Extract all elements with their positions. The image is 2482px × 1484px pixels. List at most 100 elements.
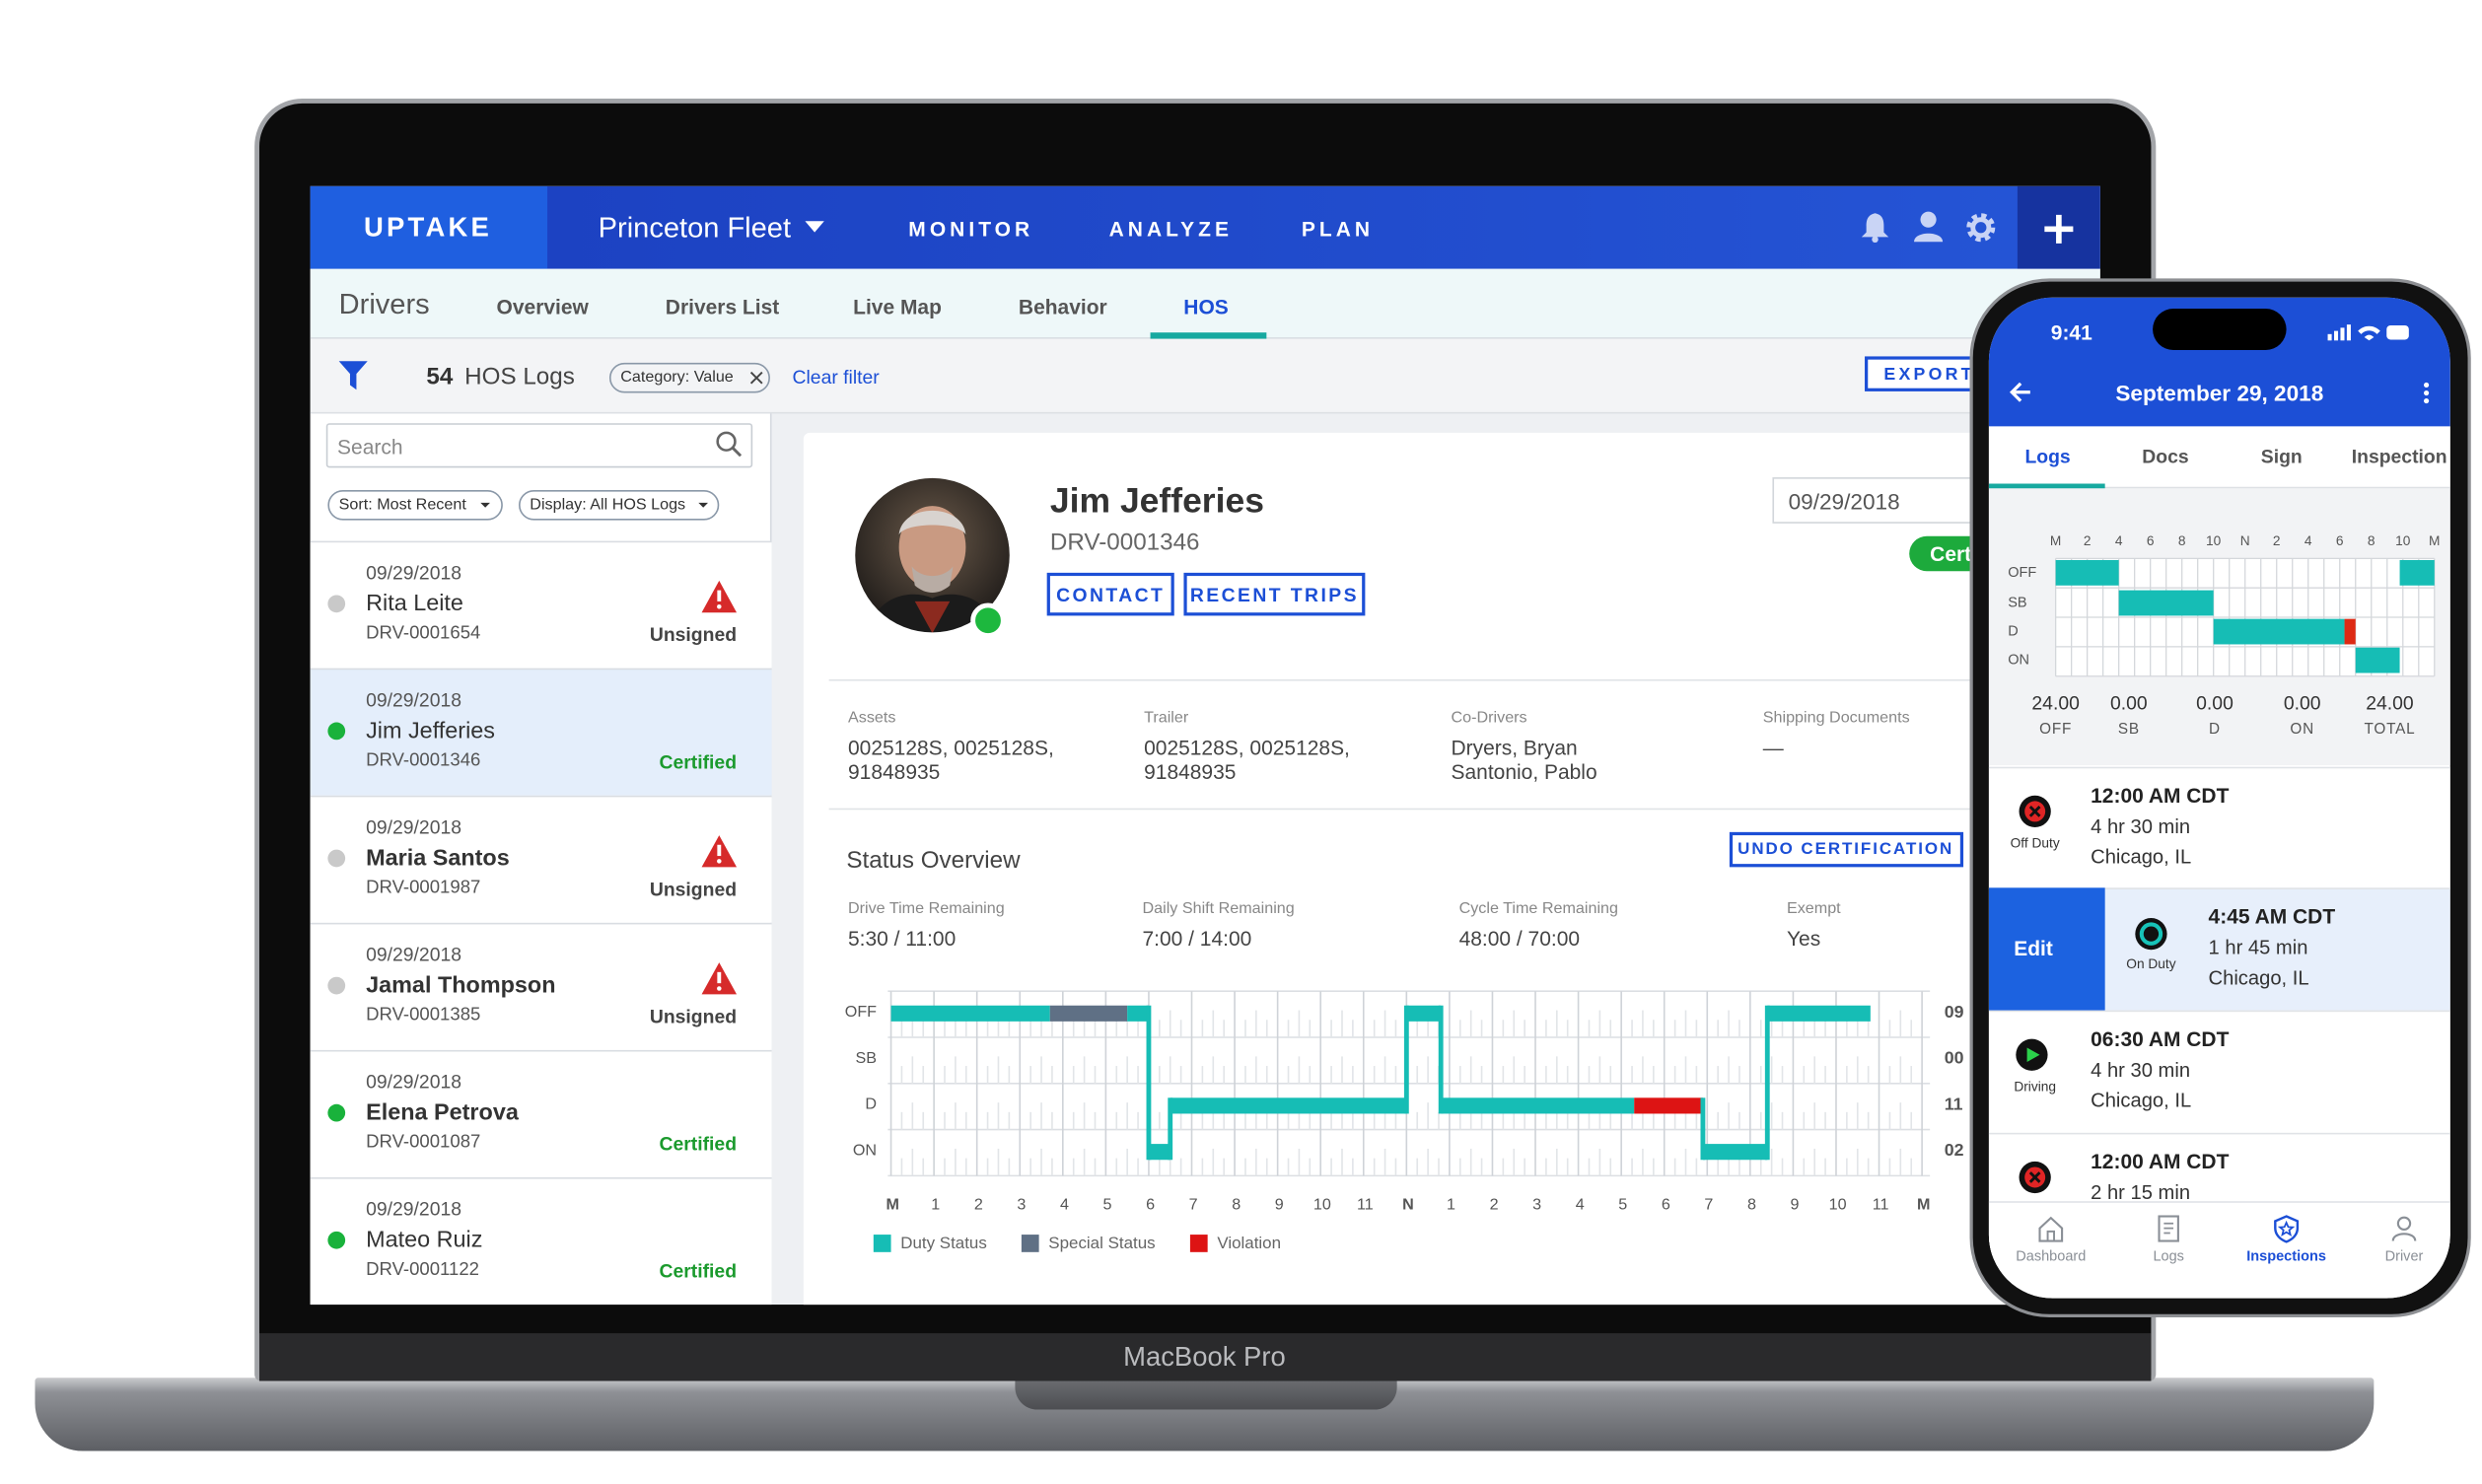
phone-tab[interactable]: Docs <box>2142 445 2189 468</box>
fleet-selector[interactable]: Princeton Fleet <box>598 211 792 244</box>
sub-nav-tab[interactable]: Drivers List <box>665 295 780 319</box>
log-item[interactable] <box>310 668 772 796</box>
search-box <box>325 423 753 468</box>
chart-row-label: SB <box>2008 594 2027 610</box>
log-date: 09/29/2018 <box>366 561 462 585</box>
chart-hour-label: 5 <box>1618 1196 1628 1215</box>
nav-item[interactable]: ANALYZE <box>1108 217 1233 242</box>
display-text[interactable]: Display: All HOS Logs <box>530 496 686 515</box>
on-duty-icon <box>2135 917 2167 951</box>
dynamic-island <box>2153 309 2287 350</box>
log-date: 09/29/2018 <box>366 815 462 839</box>
log-count-label: HOS Logs <box>464 363 575 391</box>
chart-row-total: 02 <box>1944 1141 1964 1162</box>
status-icons <box>2327 324 2409 341</box>
total-value: 0.00 <box>2196 691 2234 715</box>
online-indicator <box>970 602 1006 639</box>
clear-filter[interactable]: Clear filter <box>792 366 880 389</box>
caret <box>698 502 709 508</box>
event-time: 06:30 AM CDT <box>2091 1026 2230 1051</box>
chart-hour-label: M <box>1916 1196 1931 1215</box>
log-id: DRV-0001346 <box>366 750 481 771</box>
total-value: 0.00 <box>2283 691 2321 715</box>
log-item[interactable] <box>310 1176 772 1306</box>
chart-hour-label: 6 <box>1661 1196 1670 1215</box>
legend-swatch <box>1189 1235 1208 1252</box>
edit-action[interactable]: Edit <box>2014 936 2053 960</box>
sub-nav-tab[interactable]: Live Map <box>853 295 942 319</box>
bottom-nav-item[interactable]: Driver <box>2384 1247 2424 1264</box>
bottom-nav-item[interactable]: Logs <box>2153 1247 2184 1264</box>
chart-hour-label: 6 <box>1146 1196 1156 1215</box>
undo-button[interactable] <box>1729 831 1964 868</box>
log-name: Mateo Ruiz <box>366 1228 483 1254</box>
phone-tab[interactable]: Sign <box>2260 445 2303 468</box>
duty-segment <box>1767 1005 1871 1022</box>
log-item[interactable] <box>310 540 772 669</box>
sort-text[interactable]: Sort: Most Recent <box>338 496 466 515</box>
duty-segment <box>1049 1005 1128 1022</box>
driver-name: Jim Jefferies <box>1049 480 1264 521</box>
total-label: ON <box>2290 721 2315 740</box>
recent-trips-text[interactable]: RECENT TRIPS <box>1189 584 1359 606</box>
stat-value: 5:30 / 11:00 <box>847 926 957 952</box>
event-item[interactable] <box>1988 1010 2450 1133</box>
log-name: Jim Jefferies <box>366 718 496 744</box>
chart-hour-label: 1 <box>1447 1196 1455 1215</box>
settings-icon <box>1966 213 1996 243</box>
nav-item[interactable]: MONITOR <box>908 217 1034 242</box>
driver-id: DRV-0001346 <box>1049 529 1200 556</box>
duty-segment <box>1127 1005 1149 1022</box>
undo-text[interactable]: UNDO CERTIFICATION <box>1737 839 1954 859</box>
info-value: 91848935 <box>1144 759 1237 784</box>
info-value: 0025128S, 0025128S, <box>1144 736 1350 760</box>
recent-trips-button[interactable] <box>1183 572 1366 616</box>
export-text[interactable]: EXPORT <box>1883 365 1975 385</box>
contact-text[interactable]: CONTACT <box>1056 584 1166 606</box>
event-location: Chicago, IL <box>2208 966 2309 990</box>
log-item[interactable] <box>310 922 772 1050</box>
chart-hour-label: 9 <box>1274 1196 1284 1215</box>
event-time: 12:00 AM CDT <box>2091 783 2230 808</box>
info-value: 91848935 <box>847 759 941 784</box>
sub-nav-tab[interactable]: Overview <box>496 295 589 319</box>
total-label: TOTAL <box>2364 721 2416 740</box>
chart-hour-label: 2 <box>973 1196 983 1215</box>
log-date: 09/29/2018 <box>366 943 462 966</box>
laptop-brand: MacBook Pro <box>1123 1341 1286 1373</box>
bottom-nav-item[interactable]: Dashboard <box>2016 1247 2087 1264</box>
back-arrow <box>2009 382 2030 402</box>
log-status: Certified <box>659 1132 738 1156</box>
bottom-nav-icon <box>2391 1216 2417 1241</box>
chart-hour-label: 11 <box>1357 1196 1374 1215</box>
log-item[interactable] <box>310 1049 772 1177</box>
sub-nav-tab[interactable]: Behavior <box>1018 295 1107 319</box>
event-item[interactable] <box>1988 766 2450 889</box>
legend-swatch <box>1021 1235 1039 1252</box>
search-placeholder[interactable]: Search <box>337 435 403 459</box>
status-dot <box>327 1231 346 1249</box>
bottom-nav-icon <box>2038 1216 2064 1242</box>
info-label: Shipping Documents <box>1762 709 1910 728</box>
chart-hour-label: 10 <box>2395 532 2411 549</box>
chart-hour-label: 4 <box>1059 1196 1069 1215</box>
edit-block <box>1988 887 2105 1011</box>
phone-tab[interactable]: Inspection <box>2351 445 2447 468</box>
date-value[interactable]: 09/29/2018 <box>1788 488 1900 515</box>
info-label: Assets <box>847 709 896 728</box>
sub-nav-tab[interactable]: HOS <box>1183 295 1229 319</box>
log-item[interactable] <box>310 795 772 923</box>
log-name: Maria Santos <box>366 845 510 872</box>
chart-row-total: 09 <box>1944 1003 1964 1023</box>
total-value: 0.00 <box>2110 691 2148 715</box>
contact-button[interactable] <box>1046 572 1174 616</box>
log-date: 09/29/2018 <box>366 688 462 712</box>
total-value: 24.00 <box>2031 691 2080 715</box>
bottom-nav-item[interactable]: Inspections <box>2246 1247 2326 1264</box>
info-label: Co-Drivers <box>1451 709 1527 728</box>
phone-tab[interactable]: Logs <box>2024 445 2071 468</box>
chart-hour-label: 8 <box>2177 532 2186 549</box>
nav-item[interactable]: PLAN <box>1301 217 1375 242</box>
chart-row-label: ON <box>2008 651 2030 668</box>
phone-tabs <box>1988 426 2450 489</box>
